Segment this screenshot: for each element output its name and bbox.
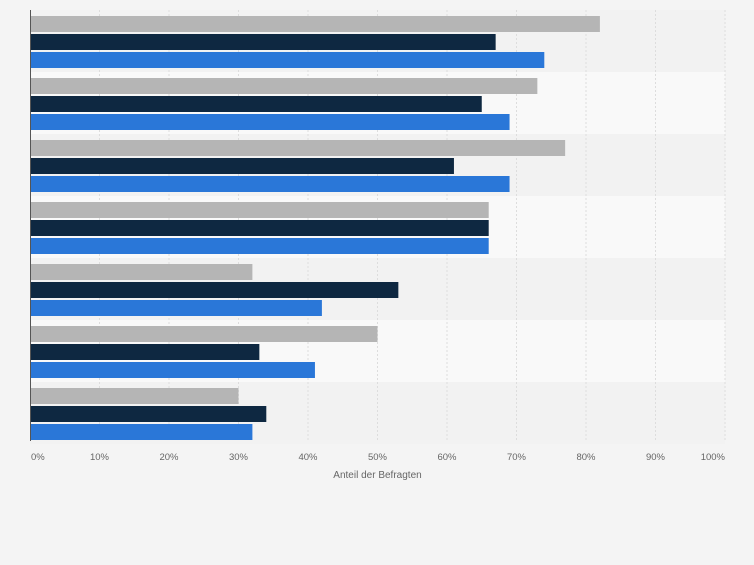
bar xyxy=(30,264,253,280)
x-axis-label: Anteil der Befragten xyxy=(333,470,421,481)
x-tick-label: 0% xyxy=(31,452,45,463)
x-tick-labels: 0% 10% 20% 30% 40% 50% 60% 70% 80% 90% 100% xyxy=(31,452,726,463)
bar xyxy=(30,16,600,32)
x-tick-label: 90% xyxy=(646,452,666,463)
x-tick-label: 50% xyxy=(368,452,388,463)
bar xyxy=(30,326,378,342)
bar xyxy=(30,282,399,298)
x-tick-label: 80% xyxy=(576,452,596,463)
bar xyxy=(30,202,489,218)
x-tick-label: 20% xyxy=(159,452,179,463)
bar xyxy=(30,344,260,360)
bar xyxy=(30,238,489,254)
bar xyxy=(30,78,538,94)
x-tick-label: 10% xyxy=(90,452,110,463)
bar xyxy=(30,300,322,316)
bar xyxy=(30,388,239,404)
bar xyxy=(30,140,566,156)
bar xyxy=(30,96,482,112)
bar xyxy=(30,52,545,68)
bar xyxy=(30,176,510,192)
x-tick-label: 70% xyxy=(507,452,527,463)
bar xyxy=(30,220,489,236)
bar xyxy=(30,158,454,174)
x-tick-label: 40% xyxy=(298,452,318,463)
bar xyxy=(30,114,510,130)
x-tick-label: 30% xyxy=(229,452,249,463)
bars xyxy=(30,16,600,440)
x-tick-label: 100% xyxy=(701,452,726,463)
bar xyxy=(30,362,315,378)
bar xyxy=(30,424,253,440)
x-tick-label: 60% xyxy=(437,452,457,463)
bar xyxy=(30,406,267,422)
bar xyxy=(30,34,496,50)
